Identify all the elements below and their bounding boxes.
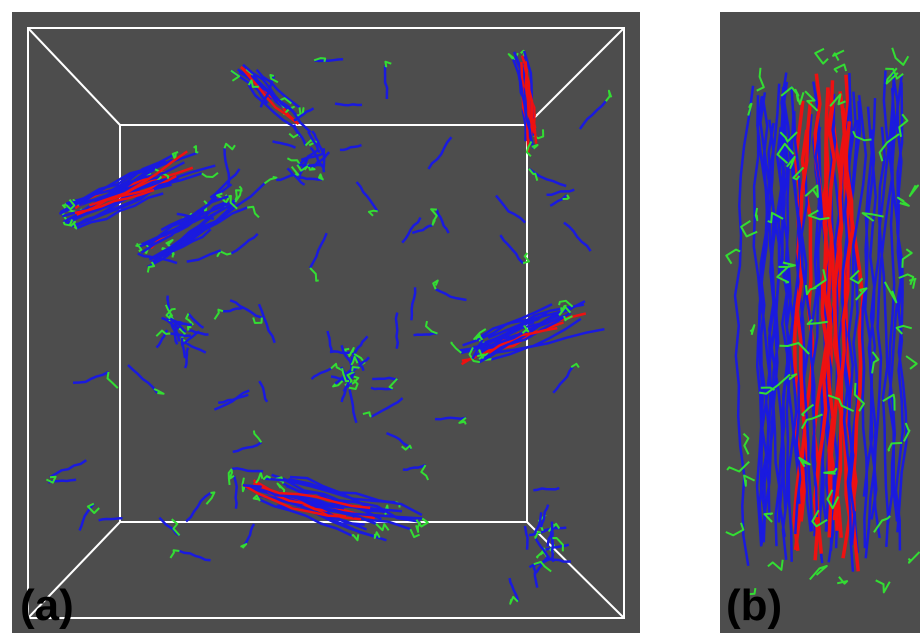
chain bbox=[372, 378, 397, 380]
chain bbox=[330, 351, 352, 352]
chain bbox=[552, 538, 553, 562]
panel-label: (a) bbox=[20, 581, 74, 630]
figure: (a) (b) bbox=[0, 0, 920, 635]
chain bbox=[297, 165, 321, 166]
chain bbox=[371, 388, 393, 389]
panel-label: (b) bbox=[726, 581, 782, 630]
page: {"panels": [{"label": "(a)"}, {"label": … bbox=[0, 0, 920, 635]
chain bbox=[324, 148, 325, 172]
